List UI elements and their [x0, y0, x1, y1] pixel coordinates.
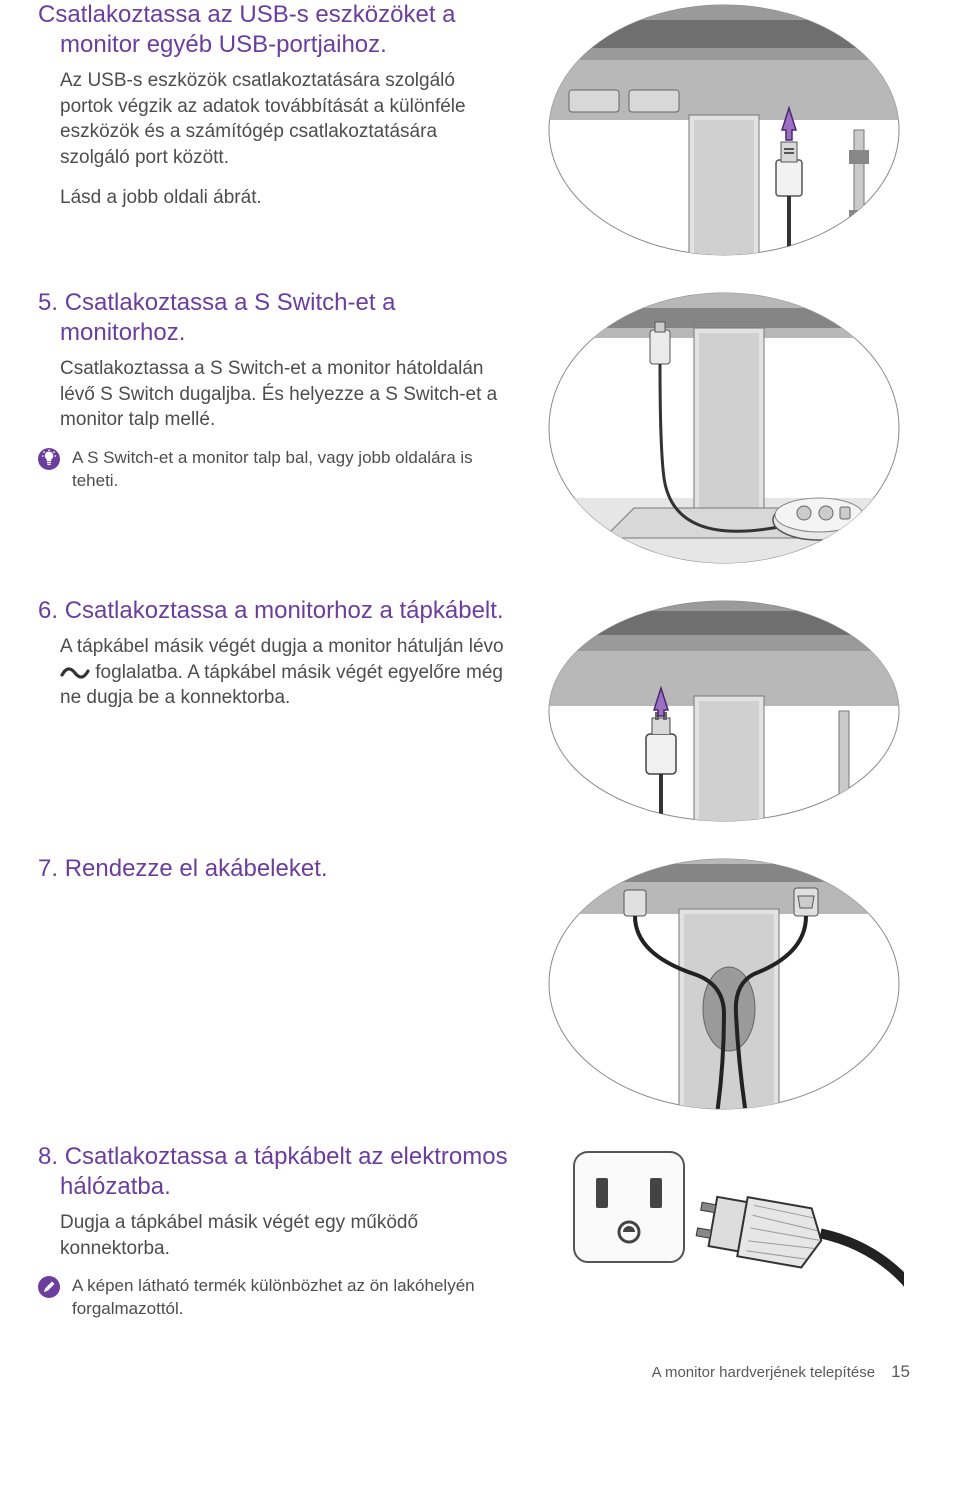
- step-usb-body-a: Az USB-s eszközök csatlakoztatására szol…: [60, 68, 508, 171]
- pencil-icon: [38, 1276, 60, 1298]
- step6-title: Csatlakoztassa a monitorhoz a tápkábelt.: [65, 597, 504, 624]
- footer-text: A monitor hardverjének telepítése: [652, 1363, 875, 1383]
- step5-figure-col: [538, 288, 910, 568]
- step7-heading: 7. Rendezze el akábeleket.: [38, 854, 508, 884]
- sswitch-figure: [544, 288, 904, 568]
- step8-note: A képen látható termék különbözhet az ön…: [38, 1275, 508, 1321]
- step-usb-row: Csatlakoztassa az USB-s eszközöket a mon…: [38, 0, 910, 260]
- step8-heading: 8. Csatlakoztassa a tápkábelt az elektro…: [38, 1142, 508, 1202]
- usb-figure: [544, 0, 904, 260]
- step5-tip-text: A S Switch-et a monitor talp bal, vagy j…: [68, 447, 508, 493]
- footer-page-number: 15: [891, 1361, 910, 1384]
- step7-num: 7.: [38, 855, 58, 882]
- step5-heading: 5. Csatlakoztassa a S Switch-et a monito…: [38, 288, 508, 348]
- step8-text: 8. Csatlakoztassa a tápkábelt az elektro…: [38, 1142, 508, 1321]
- step5-num: 5.: [38, 289, 58, 316]
- step8-body: Dugja a tápkábel másik végét egy működő …: [60, 1210, 508, 1261]
- step6-body-a: A tápkábel másik végét dugja a monitor h…: [60, 636, 504, 657]
- step7-figure-col: [538, 854, 910, 1114]
- step6-body: A tápkábel másik végét dugja a monitor h…: [60, 634, 508, 711]
- step-usb-body-b: Lásd a jobb oldali ábrát.: [60, 185, 508, 211]
- step5-title: Csatlakoztassa a S Switch-et a monitorho…: [60, 289, 396, 346]
- step-usb-heading: Csatlakoztassa az USB-s eszközöket a mon…: [38, 0, 508, 60]
- power-figure: [544, 596, 904, 826]
- step8-title: Csatlakoztassa a tápkábelt az elektromos…: [60, 1143, 508, 1200]
- step7-text: 7. Rendezze el akábeleket.: [38, 854, 508, 892]
- step7-row: 7. Rendezze el akábeleket.: [38, 854, 910, 1114]
- lightbulb-icon: [38, 448, 60, 470]
- step-usb-text: Csatlakoztassa az USB-s eszközöket a mon…: [38, 0, 508, 224]
- step6-figure-col: [538, 596, 910, 826]
- step5-tip: A S Switch-et a monitor talp bal, vagy j…: [38, 447, 508, 493]
- outlet-figure: [544, 1142, 904, 1302]
- page-footer: A monitor hardverjének telepítése 15: [38, 1331, 910, 1384]
- step6-text: 6. Csatlakoztassa a monitorhoz a tápkábe…: [38, 596, 508, 725]
- step6-row: 6. Csatlakoztassa a monitorhoz a tápkábe…: [38, 596, 910, 826]
- step5-text: 5. Csatlakoztassa a S Switch-et a monito…: [38, 288, 508, 493]
- step7-title: Rendezze el akábeleket.: [65, 855, 328, 882]
- manual-page: Csatlakoztassa az USB-s eszközöket a mon…: [0, 0, 960, 1404]
- step8-note-text: A képen látható termék különbözhet az ön…: [68, 1275, 508, 1321]
- step8-figure-col: [538, 1142, 910, 1302]
- step6-num: 6.: [38, 597, 58, 624]
- step5-body: Csatlakoztassa a S Switch-et a monitor h…: [60, 356, 508, 433]
- cables-figure: [544, 854, 904, 1114]
- step8-row: 8. Csatlakoztassa a tápkábelt az elektro…: [38, 1142, 910, 1321]
- step6-body-b: foglalatba. A tápkábel másik végét egyel…: [60, 662, 503, 709]
- step8-num: 8.: [38, 1143, 58, 1170]
- step-usb-figure-col: [538, 0, 910, 260]
- step6-heading: 6. Csatlakoztassa a monitorhoz a tápkábe…: [38, 596, 508, 626]
- ac-symbol-icon: [60, 666, 90, 680]
- step5-row: 5. Csatlakoztassa a S Switch-et a monito…: [38, 288, 910, 568]
